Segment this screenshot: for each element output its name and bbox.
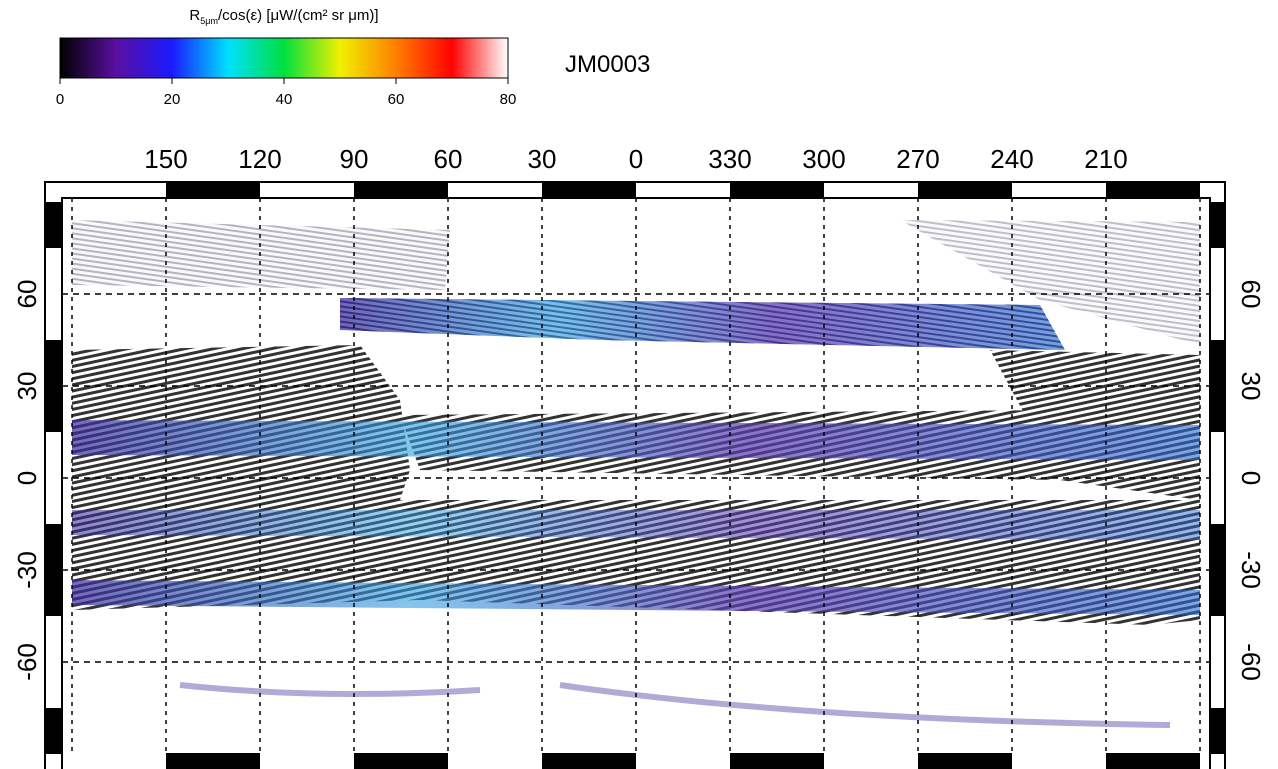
lat-tick-label: 30	[1236, 372, 1266, 401]
lon-tick-label: 120	[238, 144, 281, 174]
lon-tick-label: 60	[434, 144, 463, 174]
lon-tick-label: 270	[896, 144, 939, 174]
frame-band	[918, 182, 1012, 198]
lon-tick-label: 300	[802, 144, 845, 174]
frame-band	[918, 753, 1012, 769]
lat-tick-label: 60	[1236, 280, 1266, 309]
frame-band	[542, 182, 636, 198]
frame-band	[730, 182, 824, 198]
lon-tick-label: 0	[629, 144, 643, 174]
frame-band	[1210, 340, 1225, 432]
lon-tick-label: 240	[990, 144, 1033, 174]
frame-band	[1210, 524, 1225, 616]
colorbar-title: R5μm/cos(ε) [μW/(cm² sr μm)]	[189, 7, 378, 26]
frame-band	[1106, 182, 1200, 198]
colorbar-tick-label: 20	[164, 91, 181, 108]
frame-band	[166, 182, 260, 198]
lat-tick-label: -60	[1236, 643, 1266, 681]
lat-tick-label: -30	[12, 551, 42, 589]
frame-band	[45, 708, 62, 754]
frame-band	[1210, 202, 1225, 248]
frame-band	[45, 524, 62, 616]
frame-band	[730, 753, 824, 769]
frame-band	[1106, 753, 1200, 769]
lat-tick-label: 60	[12, 280, 42, 309]
colorbar-tick-label: 60	[388, 91, 405, 108]
colorbar-tick-label: 0	[56, 91, 64, 108]
frame-band	[542, 753, 636, 769]
lon-tick-label: 210	[1084, 144, 1127, 174]
lat-tick-label: -60	[12, 643, 42, 681]
map-label: JM0003	[565, 51, 650, 78]
frame-band	[354, 182, 448, 198]
frame-band	[1210, 708, 1225, 754]
lat-tick-label: -30	[1236, 551, 1266, 589]
frame-band	[45, 202, 62, 248]
colorbar	[59, 37, 509, 79]
lon-tick-label: 330	[708, 144, 751, 174]
lat-tick-label: 30	[12, 372, 42, 401]
lat-tick-label: 0	[1236, 471, 1266, 485]
lon-tick-label: 90	[340, 144, 369, 174]
colorbar-tick-label: 80	[500, 91, 517, 108]
lat-tick-label: 0	[12, 471, 42, 485]
frame-band	[45, 340, 62, 432]
frame-band	[354, 753, 448, 769]
colorbar-tick-label: 40	[276, 91, 293, 108]
frame-band	[166, 753, 260, 769]
lon-tick-label: 150	[144, 144, 187, 174]
lon-tick-label: 30	[528, 144, 557, 174]
